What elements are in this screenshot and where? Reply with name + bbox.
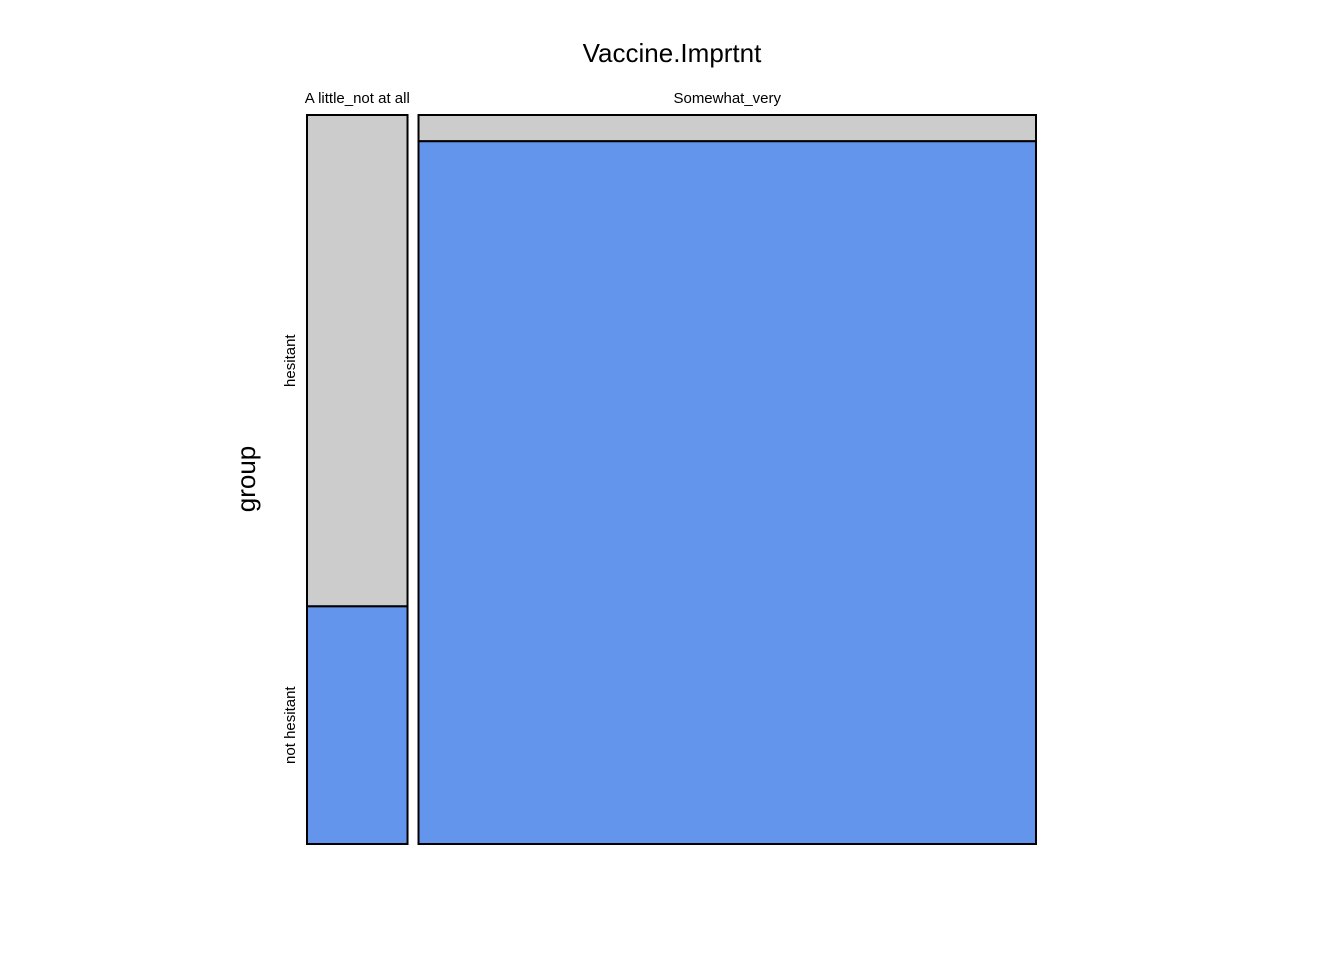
row-label-not-hesitant: not hesitant [282, 686, 299, 764]
row-label-hesitant: hesitant [282, 334, 299, 387]
column-label-0: A little_not at all [305, 90, 410, 107]
row-labels: hesitant not hesitant [282, 334, 299, 764]
mosaic-tiles [306, 114, 1037, 846]
column-label-1: Somewhat_very [673, 90, 781, 107]
tile-1-hesitant [417, 114, 1037, 143]
tile-1-not-hesitant [417, 140, 1037, 845]
column-labels: A little_not at all Somewhat_very [305, 90, 782, 107]
chart-title: Vaccine.Imprtnt [583, 38, 762, 68]
tile-0-hesitant [306, 114, 409, 608]
tile-0-not-hesitant [306, 605, 409, 846]
y-axis-label: group [231, 446, 261, 513]
